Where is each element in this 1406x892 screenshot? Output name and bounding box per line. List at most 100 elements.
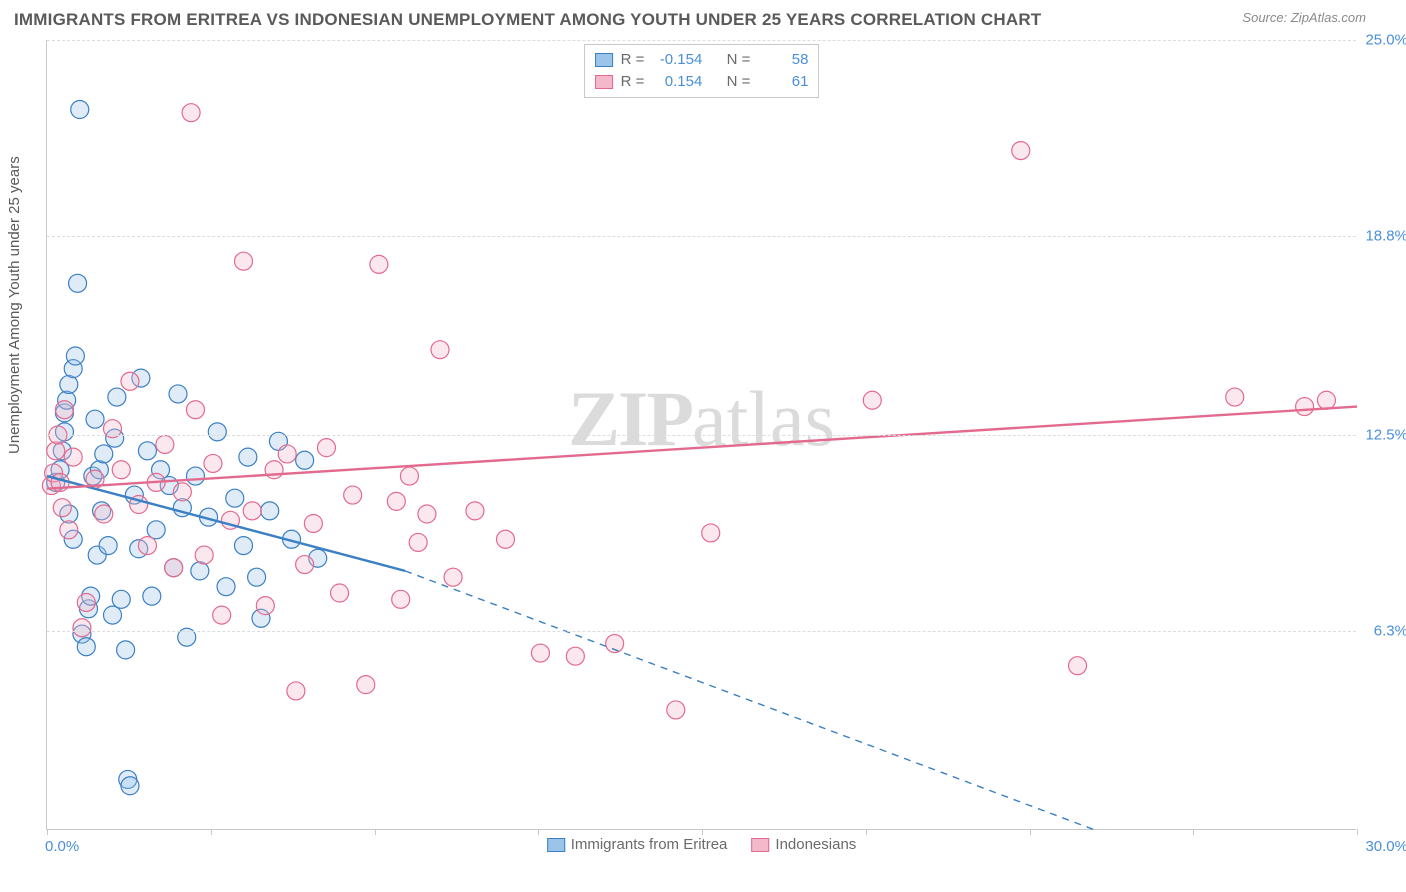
scatter-point-eritrea: [104, 606, 122, 624]
trendline-indonesians: [47, 407, 1357, 489]
scatter-point-indonesians: [121, 372, 139, 390]
gridline: [47, 435, 1356, 436]
scatter-point-eritrea: [226, 489, 244, 507]
y-tick-label: 18.8%: [1365, 227, 1406, 244]
y-tick-label: 25.0%: [1365, 32, 1406, 49]
scatter-point-eritrea: [217, 578, 235, 596]
swatch-eritrea: [547, 838, 565, 852]
gridline: [47, 236, 1356, 237]
scatter-point-indonesians: [182, 104, 200, 122]
scatter-point-eritrea: [261, 502, 279, 520]
scatter-point-indonesians: [1226, 388, 1244, 406]
scatter-point-eritrea: [121, 777, 139, 795]
x-tick: [1193, 829, 1194, 835]
scatter-point-eritrea: [248, 568, 266, 586]
scatter-point-indonesians: [331, 584, 349, 602]
scatter-point-indonesians: [53, 499, 71, 517]
scatter-point-eritrea: [239, 448, 257, 466]
scatter-point-eritrea: [169, 385, 187, 403]
scatter-point-eritrea: [296, 451, 314, 469]
scatter-point-indonesians: [1317, 391, 1335, 409]
gridline: [47, 40, 1356, 41]
legend-bottom: Immigrants from Eritrea Indonesians: [547, 836, 857, 853]
scatter-point-indonesians: [863, 391, 881, 409]
scatter-point-indonesians: [95, 505, 113, 523]
x-tick: [1357, 829, 1358, 835]
scatter-point-indonesians: [186, 401, 204, 419]
chart-title: IMMIGRANTS FROM ERITREA VS INDONESIAN UN…: [14, 10, 1041, 30]
plot-region: ZIPatlas R = -0.154 N = 58 R = 0.154 N =…: [46, 40, 1356, 830]
x-tick: [375, 829, 376, 835]
scatter-point-eritrea: [69, 274, 87, 292]
x-tick: [538, 829, 539, 835]
scatter-point-eritrea: [186, 467, 204, 485]
scatter-point-indonesians: [77, 593, 95, 611]
x-tick-label: 0.0%: [45, 838, 79, 855]
scatter-point-eritrea: [143, 587, 161, 605]
scatter-point-indonesians: [1012, 142, 1030, 160]
scatter-point-indonesians: [64, 448, 82, 466]
scatter-point-eritrea: [60, 375, 78, 393]
scatter-point-indonesians: [497, 530, 515, 548]
scatter-point-eritrea: [208, 423, 226, 441]
scatter-point-indonesians: [60, 521, 78, 539]
scatter-point-indonesians: [243, 502, 261, 520]
scatter-point-eritrea: [117, 641, 135, 659]
scatter-point-indonesians: [531, 644, 549, 662]
scatter-point-indonesians: [317, 439, 335, 457]
scatter-point-indonesians: [466, 502, 484, 520]
scatter-point-indonesians: [370, 255, 388, 273]
legend-item-indonesians: Indonesians: [751, 836, 856, 853]
scatter-point-eritrea: [147, 521, 165, 539]
y-axis-label: Unemployment Among Youth under 25 years: [6, 156, 23, 454]
scatter-point-indonesians: [235, 252, 253, 270]
scatter-point-eritrea: [99, 537, 117, 555]
swatch-indonesians: [751, 838, 769, 852]
scatter-point-indonesians: [165, 559, 183, 577]
scatter-point-indonesians: [566, 647, 584, 665]
source-value: ZipAtlas.com: [1291, 10, 1366, 25]
scatter-point-indonesians: [55, 401, 73, 419]
scatter-point-eritrea: [112, 590, 130, 608]
scatter-point-indonesians: [278, 445, 296, 463]
scatter-point-indonesians: [204, 454, 222, 472]
scatter-point-eritrea: [77, 638, 95, 656]
scatter-point-indonesians: [304, 514, 322, 532]
scatter-point-eritrea: [191, 562, 209, 580]
scatter-point-indonesians: [138, 537, 156, 555]
gridline: [47, 631, 1356, 632]
scatter-point-indonesians: [400, 467, 418, 485]
scatter-point-indonesians: [213, 606, 231, 624]
x-tick: [866, 829, 867, 835]
scatter-point-indonesians: [296, 556, 314, 574]
scatter-point-indonesians: [357, 676, 375, 694]
scatter-point-indonesians: [287, 682, 305, 700]
scatter-point-indonesians: [156, 435, 174, 453]
scatter-point-indonesians: [431, 341, 449, 359]
scatter-point-indonesians: [47, 442, 65, 460]
scatter-point-eritrea: [235, 537, 253, 555]
scatter-point-eritrea: [86, 410, 104, 428]
x-tick: [211, 829, 212, 835]
scatter-point-indonesians: [392, 590, 410, 608]
scatter-point-eritrea: [95, 445, 113, 463]
scatter-point-indonesians: [112, 461, 130, 479]
scatter-point-indonesians: [256, 597, 274, 615]
scatter-point-eritrea: [66, 347, 84, 365]
scatter-point-indonesians: [444, 568, 462, 586]
scatter-point-eritrea: [108, 388, 126, 406]
x-tick: [702, 829, 703, 835]
scatter-point-indonesians: [73, 619, 91, 637]
trendline-dash-eritrea: [405, 571, 1095, 830]
scatter-point-indonesians: [1069, 657, 1087, 675]
scatter-point-indonesians: [702, 524, 720, 542]
scatter-point-indonesians: [344, 486, 362, 504]
legend-item-eritrea: Immigrants from Eritrea: [547, 836, 728, 853]
scatter-point-indonesians: [409, 533, 427, 551]
source-label: Source:: [1242, 10, 1287, 25]
scatter-point-indonesians: [1296, 398, 1314, 416]
y-tick-label: 12.5%: [1365, 427, 1406, 444]
source: Source: ZipAtlas.com: [1242, 10, 1366, 25]
scatter-point-eritrea: [71, 101, 89, 119]
scatter-point-indonesians: [387, 492, 405, 510]
